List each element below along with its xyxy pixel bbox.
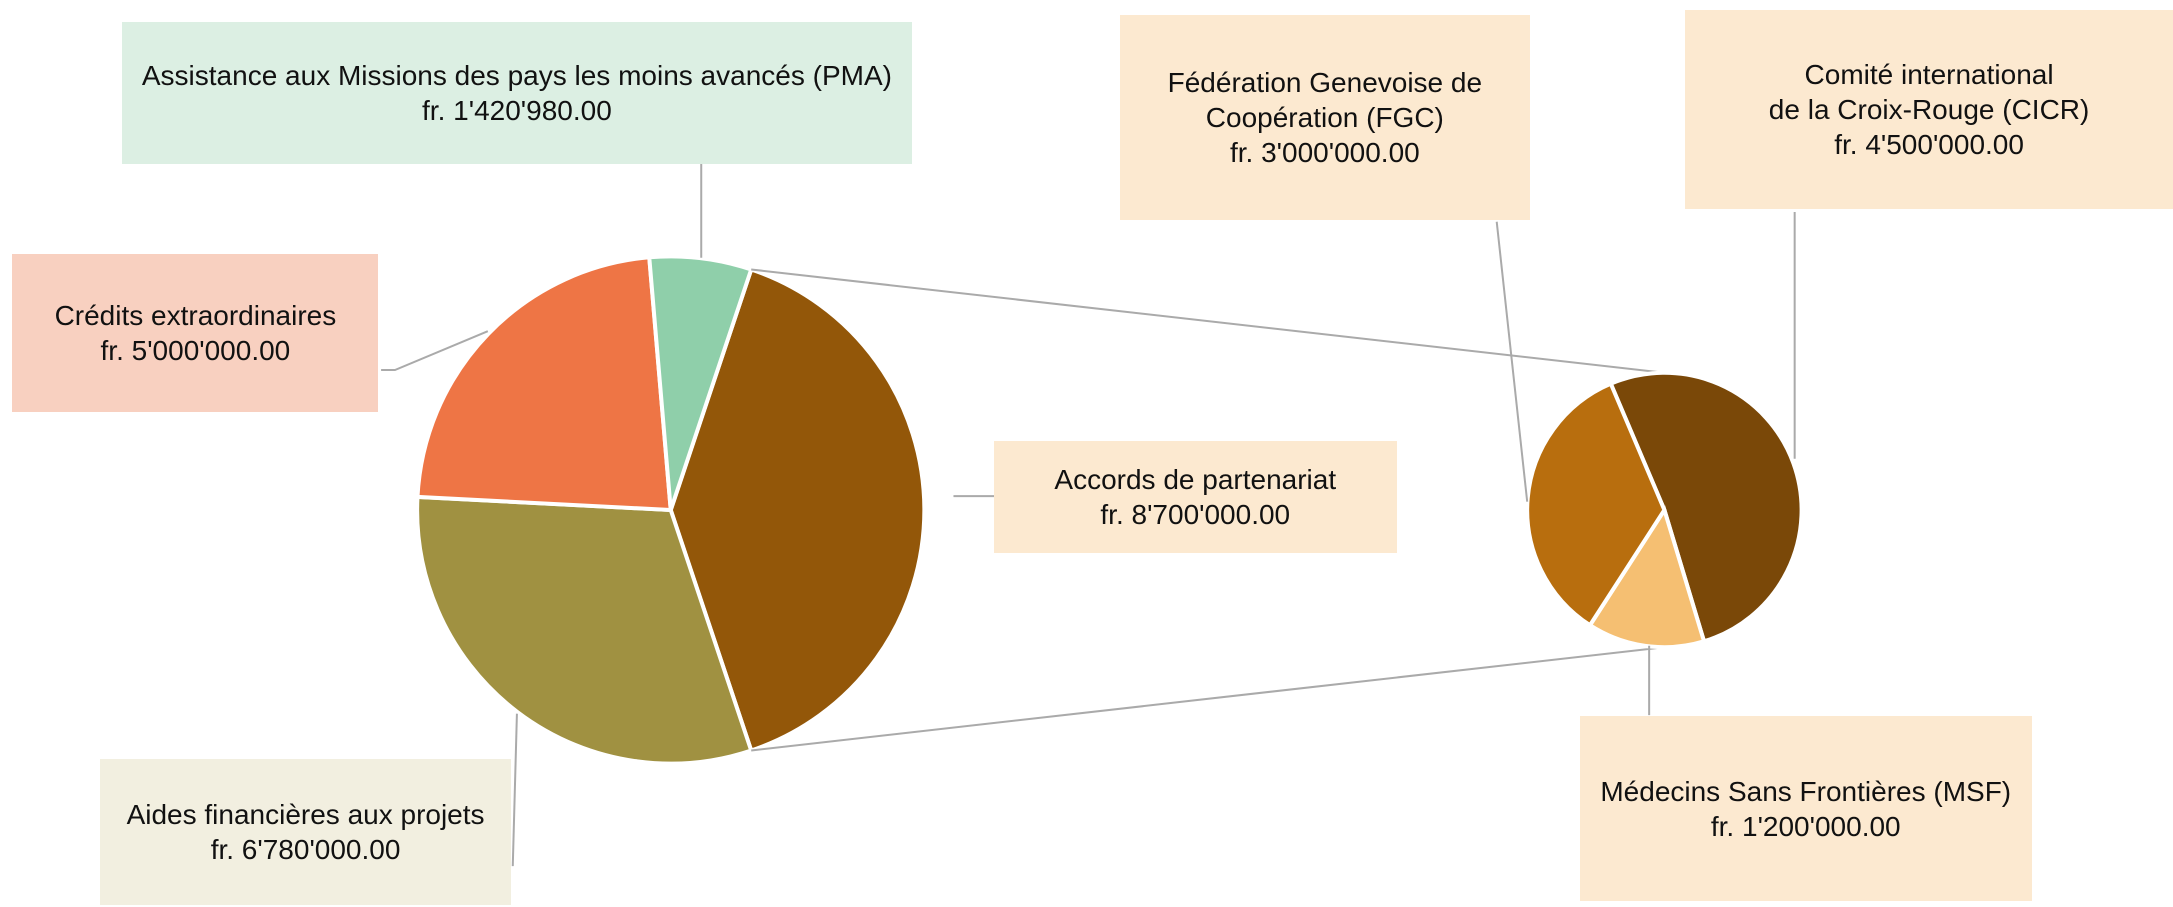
- label-name: Crédits extraordinaires: [54, 299, 337, 331]
- label-name: Comité international de la Croix-Rouge (…: [1768, 58, 2090, 125]
- label-name: Aides financières aux projets: [126, 799, 485, 831]
- label-value: fr. 1'420'980.00: [422, 94, 612, 126]
- pie-slice: [1587, 505, 1707, 650]
- data-label: Aides financières aux projets fr. 6'780'0…: [99, 759, 512, 905]
- leader-line: [1495, 221, 1529, 502]
- pie-slice: [1608, 370, 1804, 644]
- pie-slice: [668, 266, 927, 754]
- label-value: fr. 5'000'000.00: [100, 334, 291, 366]
- pie-slice: [415, 494, 754, 766]
- pie-slice: [647, 254, 754, 511]
- data-label: Médecins Sans Frontières (MSF) fr. 1'200'…: [1579, 716, 2032, 901]
- label-value: fr. 8'700'000.00: [1100, 498, 1291, 530]
- label-value: fr. 1'200'000.00: [1710, 810, 1901, 842]
- label-name: Fédération Genevoise de Coopération (FGC…: [1167, 67, 1483, 134]
- connector-line: [751, 646, 1665, 752]
- label-name: Assistance aux Missions des pays les moi…: [141, 59, 892, 91]
- leader-line: [511, 713, 518, 867]
- pie-slice: [415, 255, 673, 513]
- data-label: Fédération Genevoise de Coopération (FGC…: [1119, 15, 1530, 221]
- label-value: fr. 4'500'000.00: [1834, 128, 2024, 160]
- leader-line: [381, 330, 489, 372]
- data-label: Accords de partenariat fr. 8'700'000.00: [993, 440, 1397, 553]
- label-name: Médecins Sans Frontières (MSF): [1600, 775, 2012, 807]
- data-label: Crédits extraordinaires fr. 5'000'000.00: [12, 253, 379, 412]
- label-value: fr. 6'780'000.00: [210, 834, 401, 866]
- connector-line: [751, 268, 1665, 374]
- label-value: fr. 3'000'000.00: [1229, 137, 1420, 169]
- label-name: Accords de partenariat: [1054, 463, 1337, 495]
- data-label: Assistance aux Missions des pays les moi…: [121, 22, 912, 164]
- data-label: Comité international de la Croix-Rouge (…: [1685, 9, 2173, 210]
